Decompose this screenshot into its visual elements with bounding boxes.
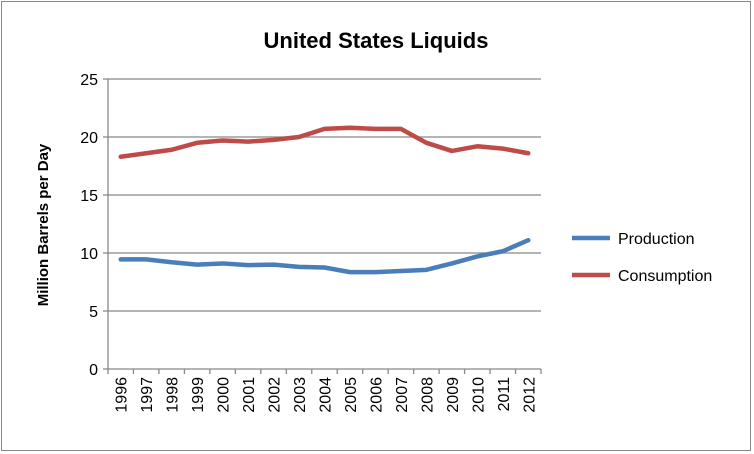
y-tick-label: 5 [89,304,98,321]
y-tick-label: 20 [80,130,98,147]
legend-label: Production [618,231,695,248]
y-tick-label: 15 [80,188,98,205]
x-tick-label: 2012 [521,377,538,413]
series-line-production [118,237,531,275]
x-tick-label: 1999 [190,377,207,413]
x-tick-label: 2000 [216,377,233,413]
x-tick-label: 2003 [292,377,309,413]
x-tick-label: 2005 [343,377,360,413]
x-tick-label: 2008 [419,377,436,413]
x-tick-label: 2009 [445,377,462,413]
x-tick-label: 1998 [165,377,182,413]
x-tick-label: 2001 [241,377,258,413]
x-tick-label: 2011 [496,377,513,412]
x-tick-label: 2004 [318,377,335,413]
x-tick-label: 2006 [368,377,385,413]
x-tick-label: 2007 [394,377,411,413]
x-tick-label: 1996 [114,377,131,413]
y-tick-label: 10 [80,246,98,263]
x-tick-label: 2002 [267,377,284,413]
y-tick-label: 0 [89,362,98,379]
legend-label: Consumption [618,268,712,285]
x-tick-label: 2010 [470,377,487,413]
chart-title: United States Liquids [264,28,489,53]
y-axis-label: Million Barrels per Day [35,143,52,306]
x-tick-label: 1997 [139,377,156,413]
y-tick-label: 25 [80,72,98,89]
series-line-consumption [118,125,531,159]
